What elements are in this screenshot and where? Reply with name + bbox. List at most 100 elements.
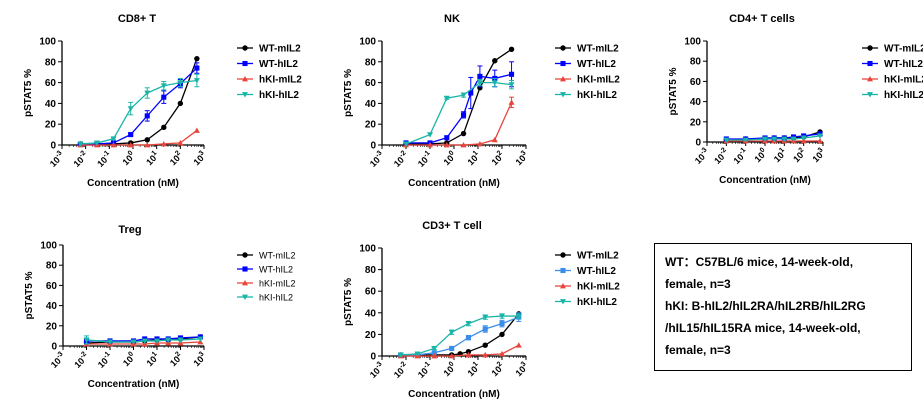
x-tick-exponent: 3 xyxy=(817,147,825,155)
x-tick-label: 10-3 xyxy=(47,150,66,169)
x-tick-exponent: 2 xyxy=(174,150,182,158)
data-point xyxy=(144,113,150,119)
y-axis-label: pSTAT5 % xyxy=(343,278,354,326)
y-tick-label: 100 xyxy=(684,37,701,48)
legend-marker xyxy=(867,45,873,51)
data-point xyxy=(482,314,489,321)
data-point xyxy=(491,136,498,143)
y-tick-label: 60 xyxy=(690,77,702,88)
x-tick-exponent: -2 xyxy=(78,150,87,159)
data-point xyxy=(193,127,200,133)
data-point xyxy=(468,90,474,96)
series-hki-hil2 xyxy=(77,73,200,147)
data-point xyxy=(107,339,113,345)
x-tick-label: 10-1 xyxy=(415,150,434,169)
x-tick-label: 10-3 xyxy=(48,351,67,370)
x-tick-label: 102 xyxy=(167,351,185,369)
legend-entry: hKI-mIL2 xyxy=(555,75,620,86)
x-tick-exponent: 3 xyxy=(198,351,206,359)
data-point xyxy=(160,83,167,89)
legend-marker xyxy=(560,252,566,258)
legend-label: WT-hIL2 xyxy=(577,59,616,70)
x-axis-label: Concentration (nM) xyxy=(87,178,179,189)
legend-entry: WT-hIL2 xyxy=(237,59,298,70)
legend-entry: hKI-mIL2 xyxy=(237,279,296,289)
x-tick-exponent: -2 xyxy=(719,147,728,156)
data-point xyxy=(144,137,150,143)
data-point xyxy=(817,133,824,139)
y-tick-label: 20 xyxy=(46,321,58,332)
data-point xyxy=(83,337,90,343)
data-point xyxy=(499,350,505,357)
y-tick-label: 40 xyxy=(365,99,377,110)
series-line xyxy=(400,316,520,356)
legend-label: WT-mIL2 xyxy=(259,44,301,55)
x-tick-label: 10-1 xyxy=(94,150,113,169)
data-point xyxy=(499,313,505,320)
x-tick-exponent: -3 xyxy=(374,150,383,159)
info-line-hki-cont: /hIL15/hIL15RA mice, 14-week-old, xyxy=(665,321,861,335)
data-point xyxy=(449,345,455,351)
y-tick-label: 40 xyxy=(46,301,58,312)
x-tick-exponent: -3 xyxy=(699,147,708,156)
series-hki-mil2 xyxy=(403,96,515,148)
legend-marker xyxy=(242,280,248,286)
data-point xyxy=(177,100,184,107)
x-tick-exponent: -1 xyxy=(738,147,747,156)
data-point xyxy=(499,321,505,327)
data-point xyxy=(508,46,515,53)
legend-label: hKI-hIL2 xyxy=(259,90,299,101)
data-point xyxy=(723,137,730,143)
data-point xyxy=(431,350,437,356)
legend-label: WT-mIL2 xyxy=(577,251,619,262)
data-point xyxy=(492,58,498,64)
y-axis-label: pSTAT5 % xyxy=(23,69,34,117)
data-point xyxy=(461,112,467,118)
info-line-wt-sex: female, n=3 xyxy=(665,277,731,291)
x-tick-exponent: -3 xyxy=(374,361,383,370)
chart-title: CD4+ T cells xyxy=(729,13,795,25)
legend-entry: hKI-hIL2 xyxy=(237,90,299,101)
x-axis-label: Concentration (nM) xyxy=(408,389,500,400)
x-tick-exponent: 0 xyxy=(448,361,456,369)
chart-title: CD8+ T xyxy=(118,13,156,25)
series-line xyxy=(80,129,198,146)
data-point xyxy=(110,136,117,142)
legend-marker xyxy=(242,45,248,51)
data-point xyxy=(141,338,148,344)
info-line-hki: hKI: B-hIL2/hIL2RA/hIL2RB/hIL2RG xyxy=(665,299,866,313)
data-point xyxy=(177,139,184,146)
data-point xyxy=(460,92,467,99)
series-line xyxy=(400,315,519,356)
y-tick-label: 80 xyxy=(690,57,702,68)
data-point xyxy=(144,142,151,148)
data-point xyxy=(160,140,167,147)
y-tick-label: 100 xyxy=(40,241,57,252)
x-axis-label: Concentration (nM) xyxy=(408,178,500,189)
data-point xyxy=(762,136,768,142)
data-point xyxy=(476,140,483,147)
data-point xyxy=(77,141,84,147)
info-line-wt: WT：C57BL/6 mice, 14-week-old, xyxy=(665,255,854,269)
x-tick-exponent: 0 xyxy=(759,147,767,155)
x-tick-exponent: 1 xyxy=(472,150,480,158)
x-tick-label: 103 xyxy=(191,351,209,369)
data-point xyxy=(509,71,515,77)
y-tick-label: 0 xyxy=(370,141,376,152)
x-tick-exponent: -1 xyxy=(422,361,431,370)
x-tick-exponent: 1 xyxy=(778,147,786,155)
legend-marker xyxy=(560,45,566,51)
data-point xyxy=(397,352,404,358)
x-tick-exponent: 3 xyxy=(198,150,206,158)
legend-entry: WT-hIL2 xyxy=(237,265,293,275)
data-point xyxy=(431,346,438,352)
data-point xyxy=(444,135,450,141)
x-tick-label: 102 xyxy=(167,150,185,168)
x-tick-label: 100 xyxy=(441,150,459,168)
x-tick-exponent: -2 xyxy=(79,351,88,360)
legend-entry: WT-hIL2 xyxy=(862,59,923,70)
legend-entry: WT-mIL2 xyxy=(237,44,301,55)
data-point xyxy=(165,337,172,343)
